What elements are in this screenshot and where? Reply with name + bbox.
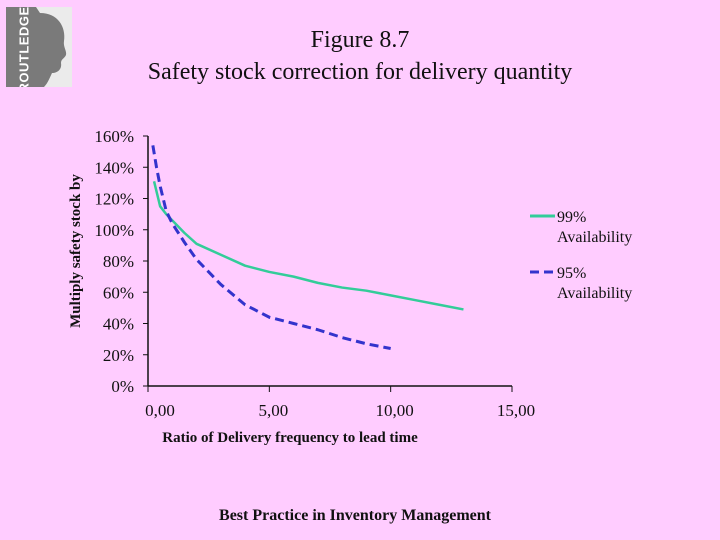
legend-label-1: Availability bbox=[557, 229, 632, 246]
head-silhouette-icon bbox=[30, 7, 72, 87]
x-axis-label: Ratio of Delivery frequency to lead time bbox=[162, 430, 418, 446]
x-tick-label: 5,00 bbox=[258, 401, 288, 420]
y-tick-label: 120% bbox=[94, 190, 134, 209]
routledge-logo: ROUTLEDGE bbox=[6, 7, 72, 87]
legend-label-2: Availability bbox=[557, 285, 632, 302]
y-axis-label: Multiply safety stock by bbox=[68, 174, 84, 328]
legend-label-1: 99% bbox=[557, 209, 586, 226]
y-tick-label: 20% bbox=[103, 346, 134, 365]
y-tick-label: 140% bbox=[94, 158, 134, 177]
footer-text: Best Practice in Inventory Management bbox=[219, 507, 491, 524]
y-tick-label: 40% bbox=[103, 315, 134, 334]
series-line-2 bbox=[151, 145, 391, 350]
figure-number: Figure 8.7 bbox=[310, 27, 410, 53]
x-tick-label: 10,00 bbox=[376, 401, 414, 420]
series-line-1 bbox=[152, 181, 464, 311]
y-tick-label: 100% bbox=[94, 221, 134, 240]
legend-label-2: 95% bbox=[557, 265, 586, 282]
chart-title: Safety stock correction for delivery qua… bbox=[147, 59, 573, 85]
y-tick-label: 60% bbox=[103, 283, 134, 302]
x-tick-label: 15,00 bbox=[497, 401, 535, 420]
y-tick-label: 0% bbox=[111, 377, 134, 396]
y-tick-label: 80% bbox=[103, 252, 134, 271]
x-tick-label: 0,00 bbox=[145, 401, 175, 420]
y-tick-label: 160% bbox=[94, 127, 134, 146]
